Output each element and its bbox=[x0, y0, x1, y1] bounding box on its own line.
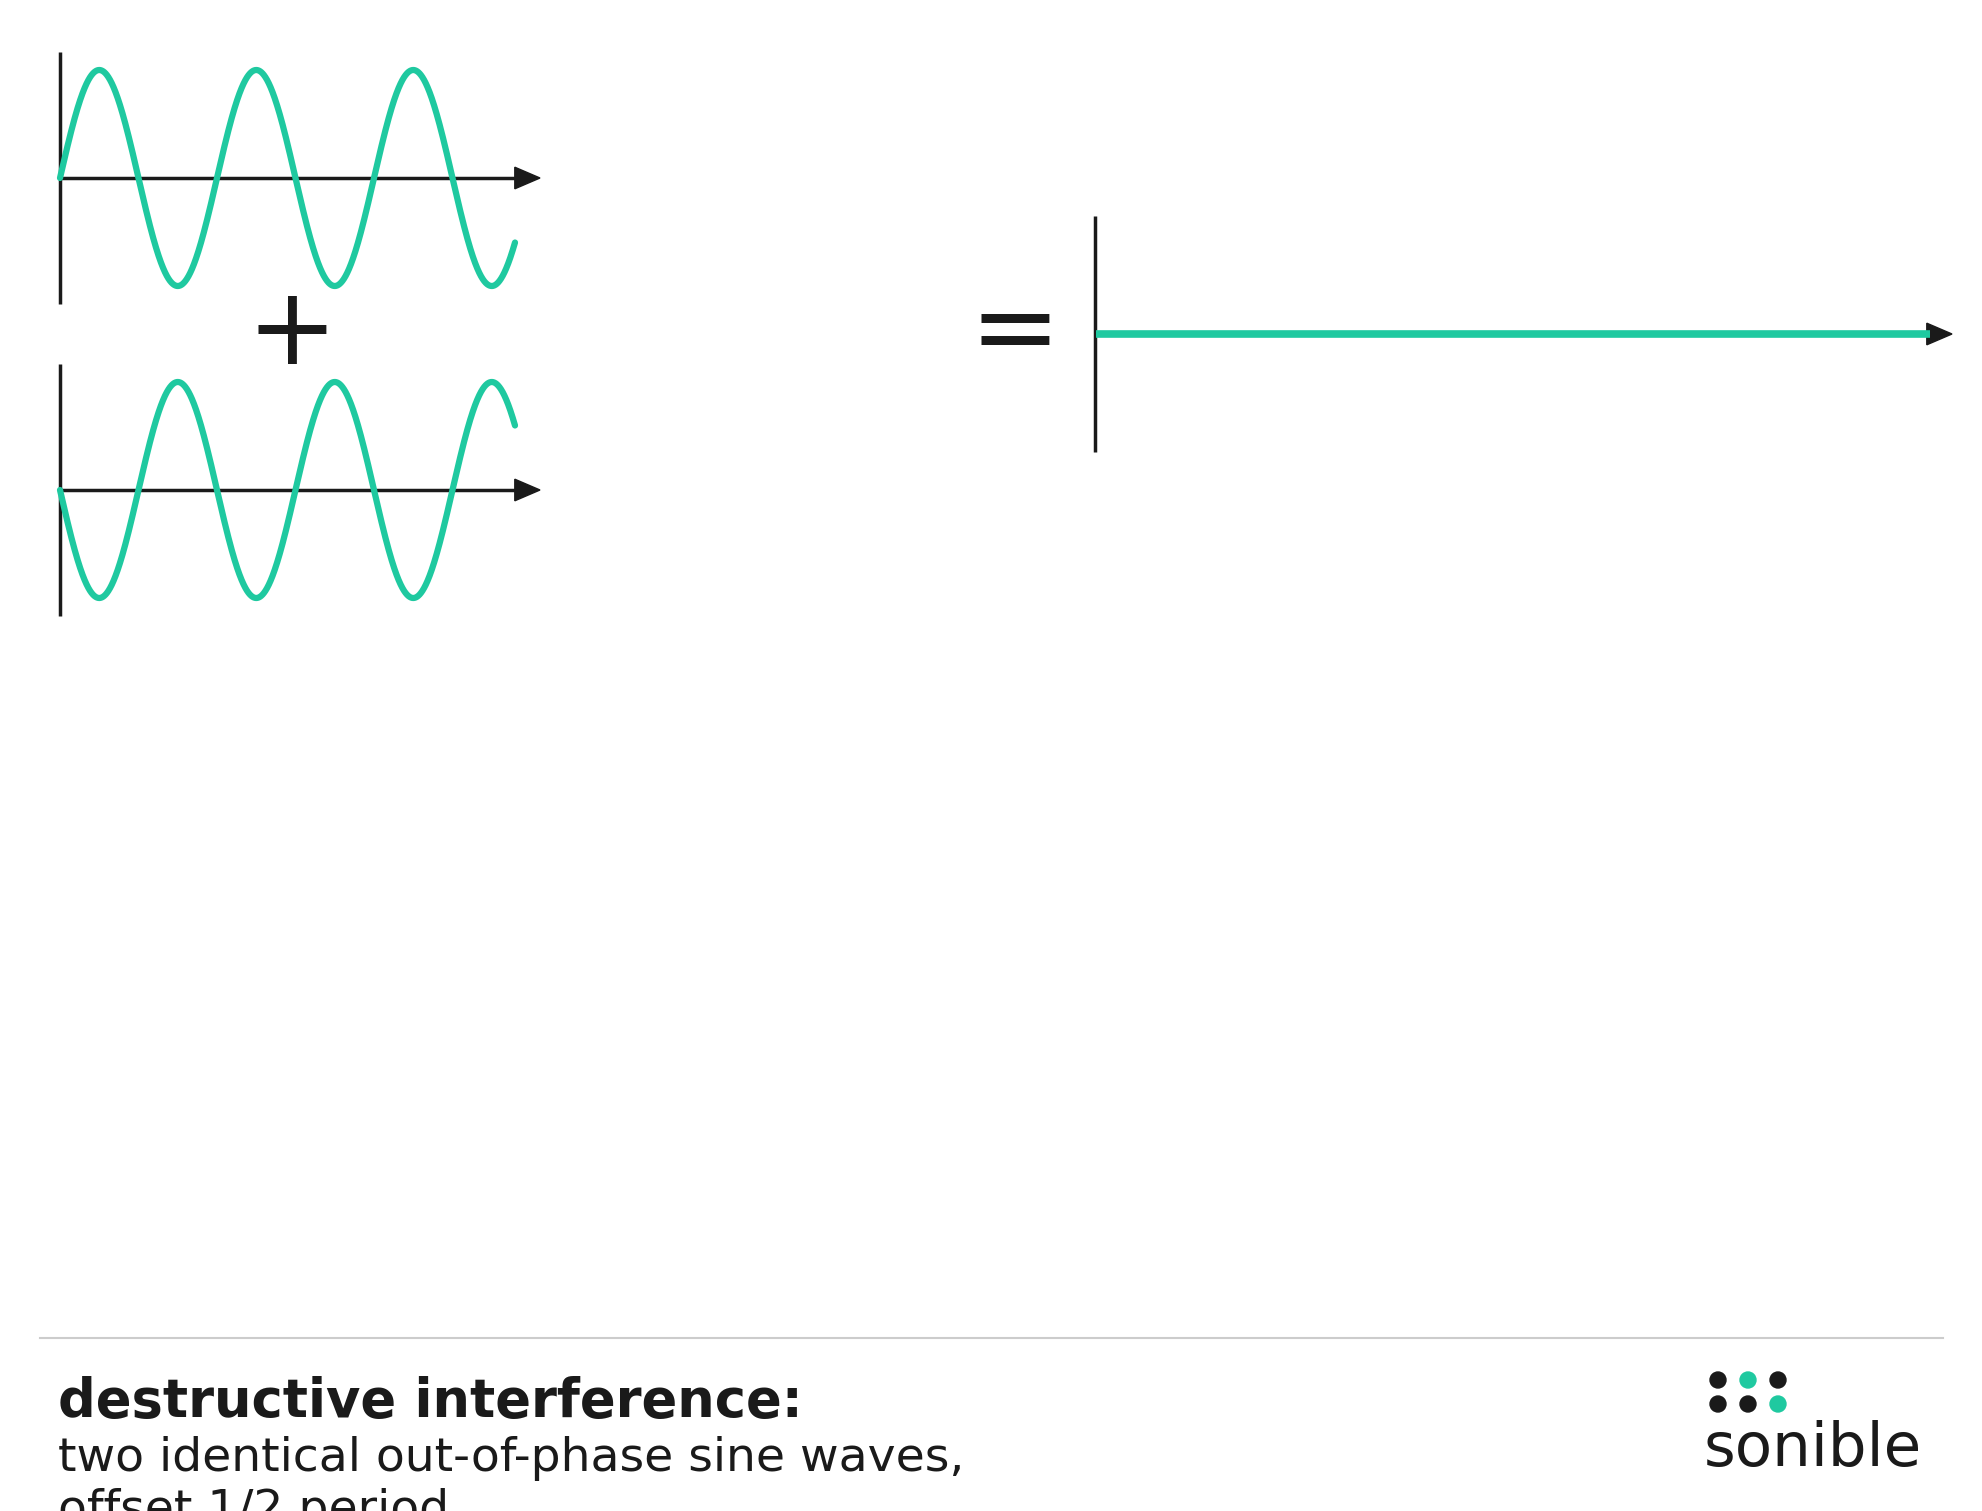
Text: offset 1/2 period: offset 1/2 period bbox=[57, 1488, 448, 1511]
Circle shape bbox=[1708, 1396, 1724, 1411]
Circle shape bbox=[1770, 1396, 1786, 1411]
Polygon shape bbox=[515, 168, 539, 189]
Circle shape bbox=[1708, 1372, 1724, 1389]
Circle shape bbox=[1738, 1396, 1756, 1411]
Text: sonible: sonible bbox=[1703, 1420, 1921, 1479]
Text: +: + bbox=[246, 281, 337, 387]
Circle shape bbox=[1770, 1372, 1786, 1389]
Circle shape bbox=[1738, 1372, 1756, 1389]
Text: two identical out-of-phase sine waves,: two identical out-of-phase sine waves, bbox=[57, 1435, 963, 1481]
Polygon shape bbox=[1927, 323, 1950, 345]
Text: =: = bbox=[969, 281, 1060, 387]
Text: destructive interference:: destructive interference: bbox=[57, 1377, 803, 1428]
Polygon shape bbox=[515, 479, 539, 500]
